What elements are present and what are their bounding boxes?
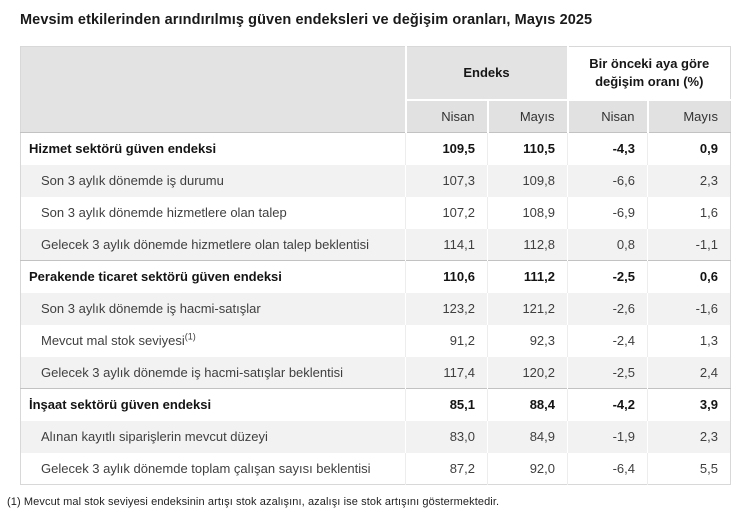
value-cell: -6,9	[567, 196, 648, 229]
table-row: Gelecek 3 aylık dönemde hizmetlere olan …	[20, 228, 731, 261]
footnote: (1) Mevcut mal stok seviyesi endeksinin …	[7, 496, 500, 508]
section-label: Hizmet sektörü güven endeksi	[20, 132, 406, 165]
value-cell: 0,9	[647, 132, 731, 165]
value-cell: 123,2	[405, 292, 488, 325]
column-header-nisan-index: Nisan	[404, 98, 488, 133]
confidence-index-table: Endeks Bir önceki aya göre değişim oranı…	[20, 46, 731, 485]
value-cell: -2,5	[567, 356, 648, 389]
value-cell: -6,4	[567, 452, 648, 485]
table-row: Son 3 aylık dönemde iş hacmi-satışlar 123…	[20, 292, 731, 325]
value-cell: 87,2	[405, 452, 488, 485]
table-row: Son 3 aylık dönemde hizmetlere olan tale…	[20, 196, 731, 229]
value-cell: 84,9	[487, 420, 568, 453]
table-row: Gelecek 3 aylık dönemde toplam çalışan s…	[20, 452, 731, 485]
indicator-label: Son 3 aylık dönemde iş durumu	[20, 164, 406, 197]
value-cell: 88,4	[487, 388, 568, 421]
table-body: Hizmet sektörü güven endeksi 109,5 110,5 -4…	[20, 132, 731, 485]
value-cell: 111,2	[487, 260, 568, 293]
value-cell: 1,6	[647, 196, 731, 229]
value-cell: -1,6	[647, 292, 731, 325]
value-cell: 5,5	[647, 452, 731, 485]
value-cell: 92,0	[487, 452, 568, 485]
table-row: İnşaat sektörü güven endeksi 85,1 88,4 -4,2…	[20, 388, 731, 421]
value-cell: -2,4	[567, 324, 648, 357]
value-cell: 110,5	[487, 132, 568, 165]
table-header: Endeks Bir önceki aya göre değişim oranı…	[20, 46, 731, 133]
value-cell: 2,3	[647, 420, 731, 453]
value-cell: 83,0	[405, 420, 488, 453]
table-row: Gelecek 3 aylık dönemde iş hacmi-satışla…	[20, 356, 731, 389]
indicator-label: Gelecek 3 aylık dönemde iş hacmi-satışla…	[20, 356, 406, 389]
value-cell: -2,5	[567, 260, 648, 293]
value-cell: 108,9	[487, 196, 568, 229]
section-label: İnşaat sektörü güven endeksi	[20, 388, 406, 421]
table-row: Hizmet sektörü güven endeksi 109,5 110,5 -4…	[20, 132, 731, 165]
indicator-label: Gelecek 3 aylık dönemde toplam çalışan s…	[20, 452, 406, 485]
page-title: Mevsim etkilerinden arındırılmış güven e…	[20, 12, 593, 28]
value-cell: 0,8	[567, 228, 648, 261]
footnote-marker: (1)	[184, 331, 196, 342]
indicator-label: Mevcut mal stok seviyesi(1)	[20, 324, 406, 357]
value-cell: 107,3	[405, 164, 488, 197]
value-cell: 0,6	[647, 260, 731, 293]
corner-cell	[20, 46, 406, 133]
group-header-endeks: Endeks	[404, 46, 568, 100]
table-row: Perakende ticaret sektörü güven endeksi 1…	[20, 260, 731, 293]
value-cell: 114,1	[405, 228, 488, 261]
value-cell: 109,8	[487, 164, 568, 197]
indicator-label: Alınan kayıtlı siparişlerin mevcut düzey…	[20, 420, 406, 453]
value-cell: 85,1	[405, 388, 488, 421]
value-cell: 92,3	[487, 324, 568, 357]
indicator-label: Gelecek 3 aylık dönemde hizmetlere olan …	[20, 228, 406, 261]
value-cell: 91,2	[405, 324, 488, 357]
table-row: Son 3 aylık dönemde iş durumu 107,3 109,8-…	[20, 164, 731, 197]
value-cell: 107,2	[405, 196, 488, 229]
value-cell: -2,6	[567, 292, 648, 325]
value-cell: 121,2	[487, 292, 568, 325]
value-cell: -6,6	[567, 164, 648, 197]
column-header-mayis-index: Mayıs	[486, 98, 568, 133]
table-row: Mevcut mal stok seviyesi(1) 91,2 92,3 -2,4 1…	[20, 324, 731, 357]
indicator-label: Son 3 aylık dönemde iş hacmi-satışlar	[20, 292, 406, 325]
value-cell: 117,4	[405, 356, 488, 389]
value-cell: 1,3	[647, 324, 731, 357]
section-label: Perakende ticaret sektörü güven endeksi	[20, 260, 406, 293]
value-cell: 2,4	[647, 356, 731, 389]
column-header-row: Nisan Mayıs Nisan Mayıs	[21, 98, 731, 133]
column-header-nisan-change: Nisan	[566, 98, 648, 133]
value-cell: 112,8	[487, 228, 568, 261]
value-cell: 110,6	[405, 260, 488, 293]
table-row: Alınan kayıtlı siparişlerin mevcut düzey…	[20, 420, 731, 453]
group-header-change-rate: Bir önceki aya göre değişim oranı (%)	[566, 46, 731, 100]
value-cell: 3,9	[647, 388, 731, 421]
column-header-mayis-change: Mayıs	[646, 98, 731, 133]
indicator-label: Son 3 aylık dönemde hizmetlere olan tale…	[20, 196, 406, 229]
value-cell: -4,3	[567, 132, 648, 165]
value-cell: -1,1	[647, 228, 731, 261]
value-cell: 109,5	[405, 132, 488, 165]
value-cell: 120,2	[487, 356, 568, 389]
group-header-row: Endeks Bir önceki aya göre değişim oranı…	[20, 46, 731, 133]
value-cell: -4,2	[567, 388, 648, 421]
value-cell: 2,3	[647, 164, 731, 197]
value-cell: -1,9	[567, 420, 648, 453]
